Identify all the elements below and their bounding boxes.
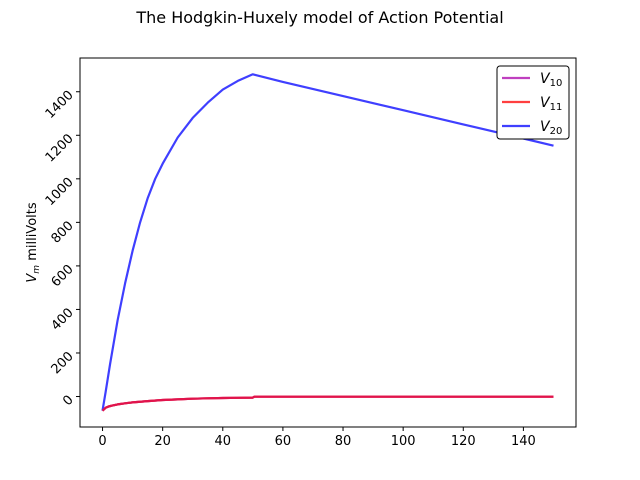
legend-label: V10 <box>540 71 562 89</box>
x-tick-label: 80 <box>335 434 352 449</box>
x-tick-label: 40 <box>215 434 232 449</box>
y-tick-label: 800 <box>49 218 77 246</box>
axes-frame <box>79 57 577 428</box>
series-line-overlay <box>101 395 554 412</box>
plot-area <box>101 73 554 412</box>
chart-title: The Hodgkin-Huxely model of Action Poten… <box>136 8 504 27</box>
y-tick-label: 0 <box>60 393 76 409</box>
x-tick-label: 60 <box>275 434 292 449</box>
y-axis-label-unit: milliVolts <box>25 202 40 265</box>
legend-label-subscript: 10 <box>550 78 563 89</box>
x-tick-label: 140 <box>511 434 536 449</box>
x-tick-label: 0 <box>98 434 106 449</box>
legend-label-subscript: 20 <box>550 126 563 137</box>
y-axis-label: Vm milliVolts <box>25 202 42 282</box>
legend-label: V20 <box>540 119 562 137</box>
y-axis-label-symbol: V <box>25 273 40 283</box>
series-line-V20 <box>101 73 554 411</box>
y-tick-label: 600 <box>49 262 77 290</box>
legend-box <box>496 65 570 140</box>
x-tick-label: 120 <box>451 434 476 449</box>
x-tick-label: 20 <box>154 434 171 449</box>
legend-label-subscript: 11 <box>550 102 563 113</box>
y-tick-label: 1200 <box>43 131 77 165</box>
y-tick-label: 1000 <box>43 175 77 209</box>
legend-label-symbol: V <box>540 71 551 87</box>
legend-label-symbol: V <box>540 95 551 111</box>
y-tick-label: 400 <box>49 306 77 334</box>
legend-label-symbol: V <box>540 119 551 135</box>
legend-label: V11 <box>540 95 562 113</box>
y-axis-label-subscript: m <box>32 265 42 274</box>
y-tick-label: 1400 <box>43 88 77 122</box>
x-tick-label: 100 <box>391 434 416 449</box>
y-tick-label: 200 <box>49 349 77 377</box>
